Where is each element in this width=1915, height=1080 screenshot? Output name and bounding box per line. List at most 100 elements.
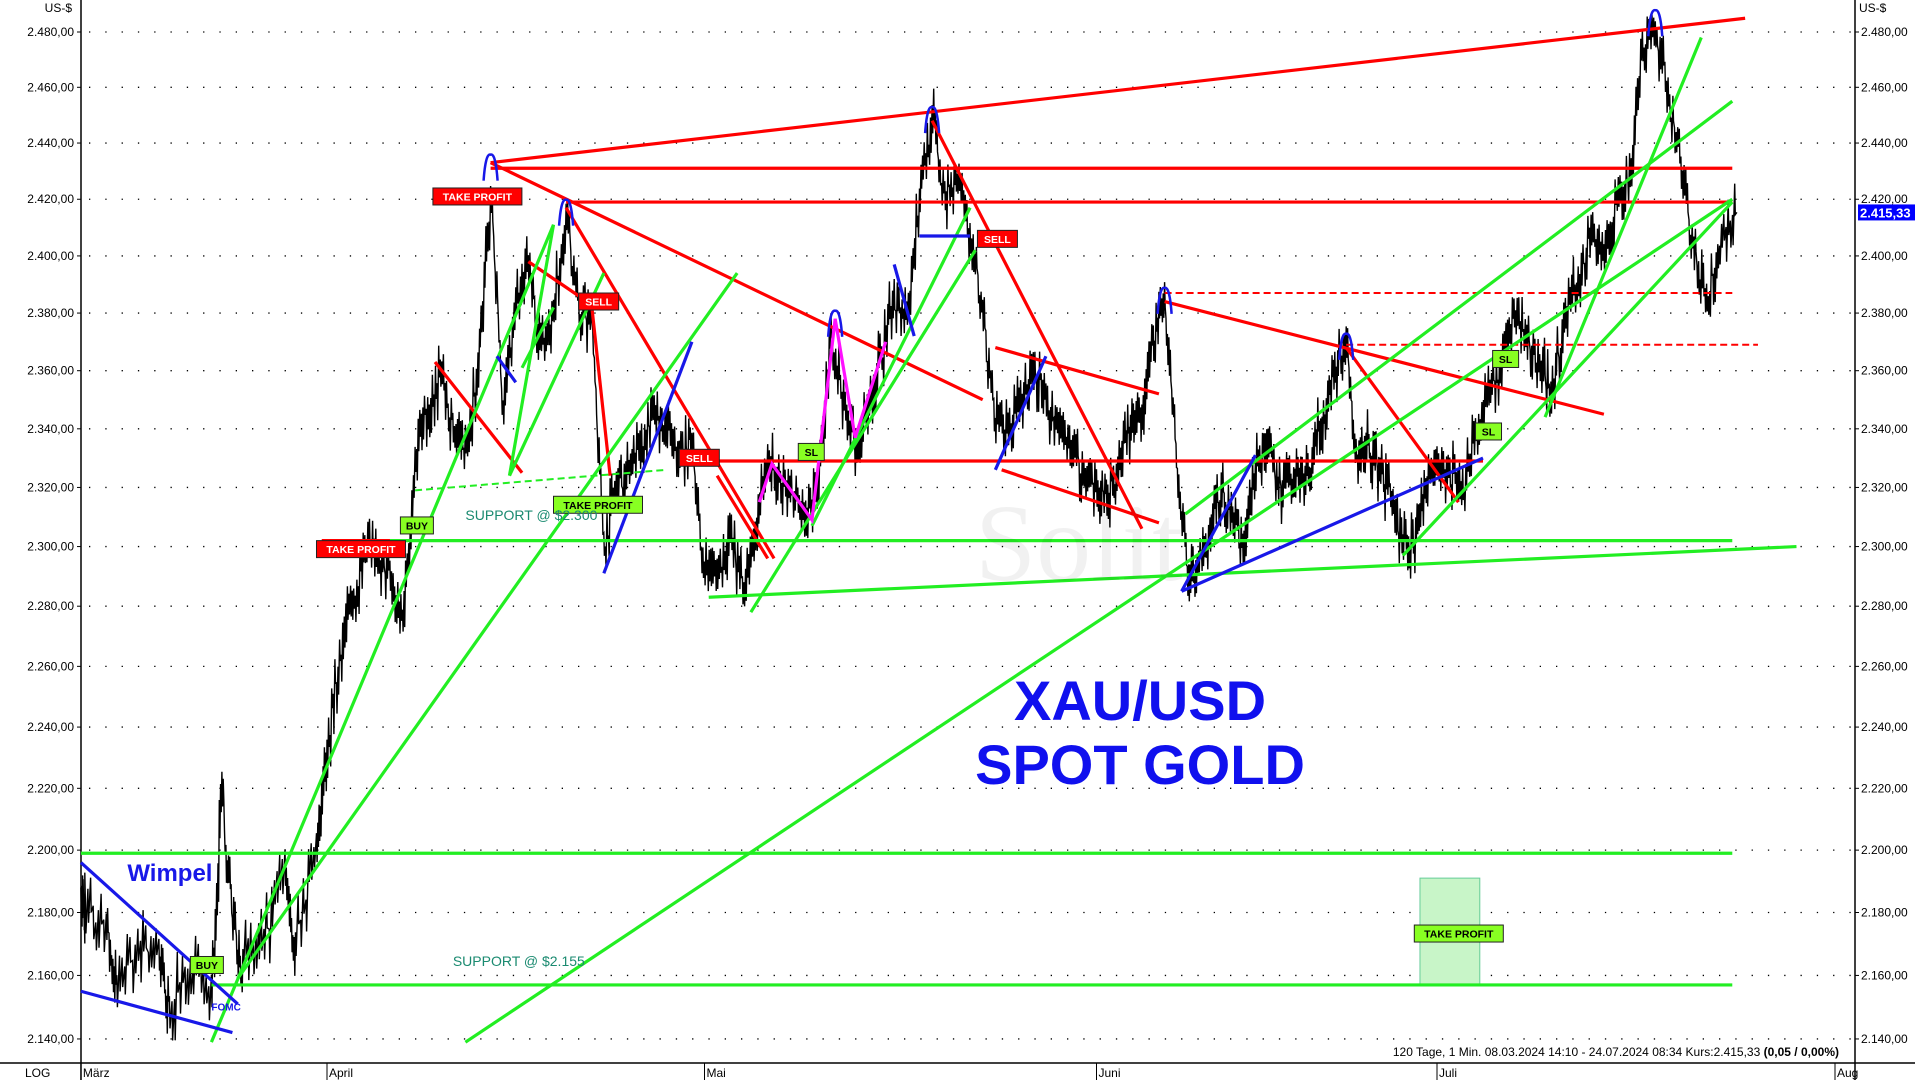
y-tick-label-left: 2.140,00: [27, 1032, 74, 1046]
signal-label-box: [1475, 422, 1503, 441]
y-tick-label-left: 2.200,00: [27, 843, 74, 857]
signal-label-box: [1492, 349, 1520, 368]
green-trendline: [236, 272, 739, 980]
y-tick-label-right: 2.260,00: [1861, 659, 1908, 673]
y-tick-label-right: 2.420,00: [1861, 192, 1908, 206]
y-tick-label-left: 2.160,00: [27, 968, 74, 982]
signal-label-text: TAKE PROFIT: [563, 500, 633, 512]
peak-marker-arc: [557, 198, 575, 226]
y-tick-label-right: 2.160,00: [1861, 968, 1908, 982]
y-tick-label-right: 2.340,00: [1861, 422, 1908, 436]
green-trendline: [1184, 99, 1734, 516]
red-signal-label: TAKE PROFIT: [432, 187, 523, 206]
red-trendline: [715, 474, 770, 560]
chart-title-name: SPOT GOLD: [975, 733, 1305, 796]
y-tick-label-right: 2.400,00: [1861, 249, 1908, 263]
signal-label-text: TAKE PROFIT: [326, 544, 396, 556]
y-tick-label-right: 2.440,00: [1861, 136, 1908, 150]
red-trendline: [930, 119, 1144, 530]
watermark-logo: Solit: [975, 482, 1183, 604]
red-signal-label: SELL: [678, 448, 720, 467]
y-tick-label-right: 2.380,00: [1861, 306, 1908, 320]
green-trendline: [749, 249, 977, 614]
red-trendline: [1164, 300, 1605, 416]
peak-marker-arc: [1337, 332, 1355, 360]
x-tick-label: März: [83, 1066, 110, 1080]
y-tick-label-right: 2.140,00: [1861, 1032, 1908, 1046]
y-tick-label-right: 2.240,00: [1861, 720, 1908, 734]
chart-info-bar: 120 Tage, 1 Min. 08.03.2024 14:10 - 24.0…: [1393, 1045, 1839, 1059]
green-signal-label: TAKE PROFIT: [1413, 924, 1504, 943]
green-trendline: [708, 544, 1797, 599]
signal-label-box: [976, 229, 1018, 248]
blue-trendline: [1180, 456, 1484, 593]
y-tick-label-left: 2.420,00: [27, 192, 74, 206]
signal-label-text: TAKE PROFIT: [443, 191, 513, 203]
y-tick-label-left: 2.340,00: [27, 422, 74, 436]
red-trendline: [1344, 346, 1460, 504]
blue-trendline: [892, 264, 916, 337]
signal-label-text: SELL: [686, 453, 713, 465]
green-trendline: [209, 224, 555, 1043]
red-trendline: [433, 361, 524, 474]
blue-trendline: [602, 341, 694, 574]
y-tick-label-left: 2.480,00: [27, 25, 74, 39]
red-trendline: [489, 161, 984, 402]
y-tick-label-left: 2.400,00: [27, 249, 74, 263]
signal-label-box: [678, 448, 720, 467]
green-signal-label: BUY: [399, 516, 434, 535]
y-tick-label-left: 2.360,00: [27, 364, 74, 378]
y-tick-label-left: 2.440,00: [27, 136, 74, 150]
magenta-pattern-line: [757, 318, 888, 525]
y-tick-label-left: 2.280,00: [27, 599, 74, 613]
green-trendline: [810, 207, 972, 527]
y-tick-label-left: 2.180,00: [27, 905, 74, 919]
green-trendline: [520, 306, 555, 369]
y-tick-label-right: 2.480,00: [1861, 25, 1908, 39]
red-trendline: [589, 301, 612, 476]
green-trendline: [1543, 36, 1703, 418]
x-tick-label: Juni: [1099, 1066, 1121, 1080]
y-tick-label-right: 2.360,00: [1861, 364, 1908, 378]
green-signal-label: SL: [797, 442, 825, 461]
log-scale-label: LOG: [25, 1066, 50, 1080]
signal-label-text: SELL: [585, 297, 612, 309]
signal-label-text: SL: [805, 447, 819, 459]
last-price-label: 2.415,33: [1860, 205, 1911, 220]
red-signal-label: SELL: [976, 229, 1018, 248]
peak-marker-arc: [482, 153, 499, 181]
signal-label-box: [315, 540, 406, 559]
info-text: 120 Tage, 1 Min. 08.03.2024 14:10 - 24.0…: [1392, 1045, 1761, 1059]
blue-trendline: [993, 355, 1048, 471]
red-trendline: [1001, 468, 1160, 525]
blue-trendline: [495, 355, 518, 384]
y-tick-label-right: 2.460,00: [1861, 80, 1908, 94]
y-tick-label-right: 2.220,00: [1861, 781, 1908, 795]
info-change: (0,05 / 0,00%): [1763, 1045, 1839, 1059]
signal-label-box: [189, 955, 224, 974]
y-axis-unit-right: US-$: [1859, 1, 1887, 15]
x-tick-label: April: [329, 1066, 353, 1080]
y-tick-label-left: 2.320,00: [27, 480, 74, 494]
signal-label-box: [578, 292, 620, 311]
signal-label-text: SELL: [984, 234, 1011, 246]
signal-label-text: SL: [1499, 354, 1513, 366]
signal-label-box: [432, 187, 523, 206]
y-tick-label-right: 2.300,00: [1861, 540, 1908, 554]
y-tick-label-left: 2.240,00: [27, 720, 74, 734]
chart-title-symbol: XAU/USD: [1013, 669, 1267, 732]
green-trendline: [464, 197, 1734, 1044]
y-tick-label-right: 2.320,00: [1861, 480, 1908, 494]
y-tick-label-left: 2.260,00: [27, 659, 74, 673]
price-series-line: [80, 14, 1738, 1041]
y-tick-label-left: 2.380,00: [27, 306, 74, 320]
green-trendline: [415, 468, 667, 492]
pattern-annotation: Wimpel: [127, 860, 212, 887]
y-tick-label-left: 2.460,00: [27, 80, 74, 94]
support-annotation: SUPPORT @ $2.155: [453, 953, 585, 969]
y-tick-label-right: 2.280,00: [1861, 599, 1908, 613]
y-axis-unit-left: US-$: [45, 1, 73, 15]
red-trendline: [564, 206, 776, 560]
last-price-tag: [1858, 204, 1915, 221]
red-trendline: [490, 16, 1746, 165]
